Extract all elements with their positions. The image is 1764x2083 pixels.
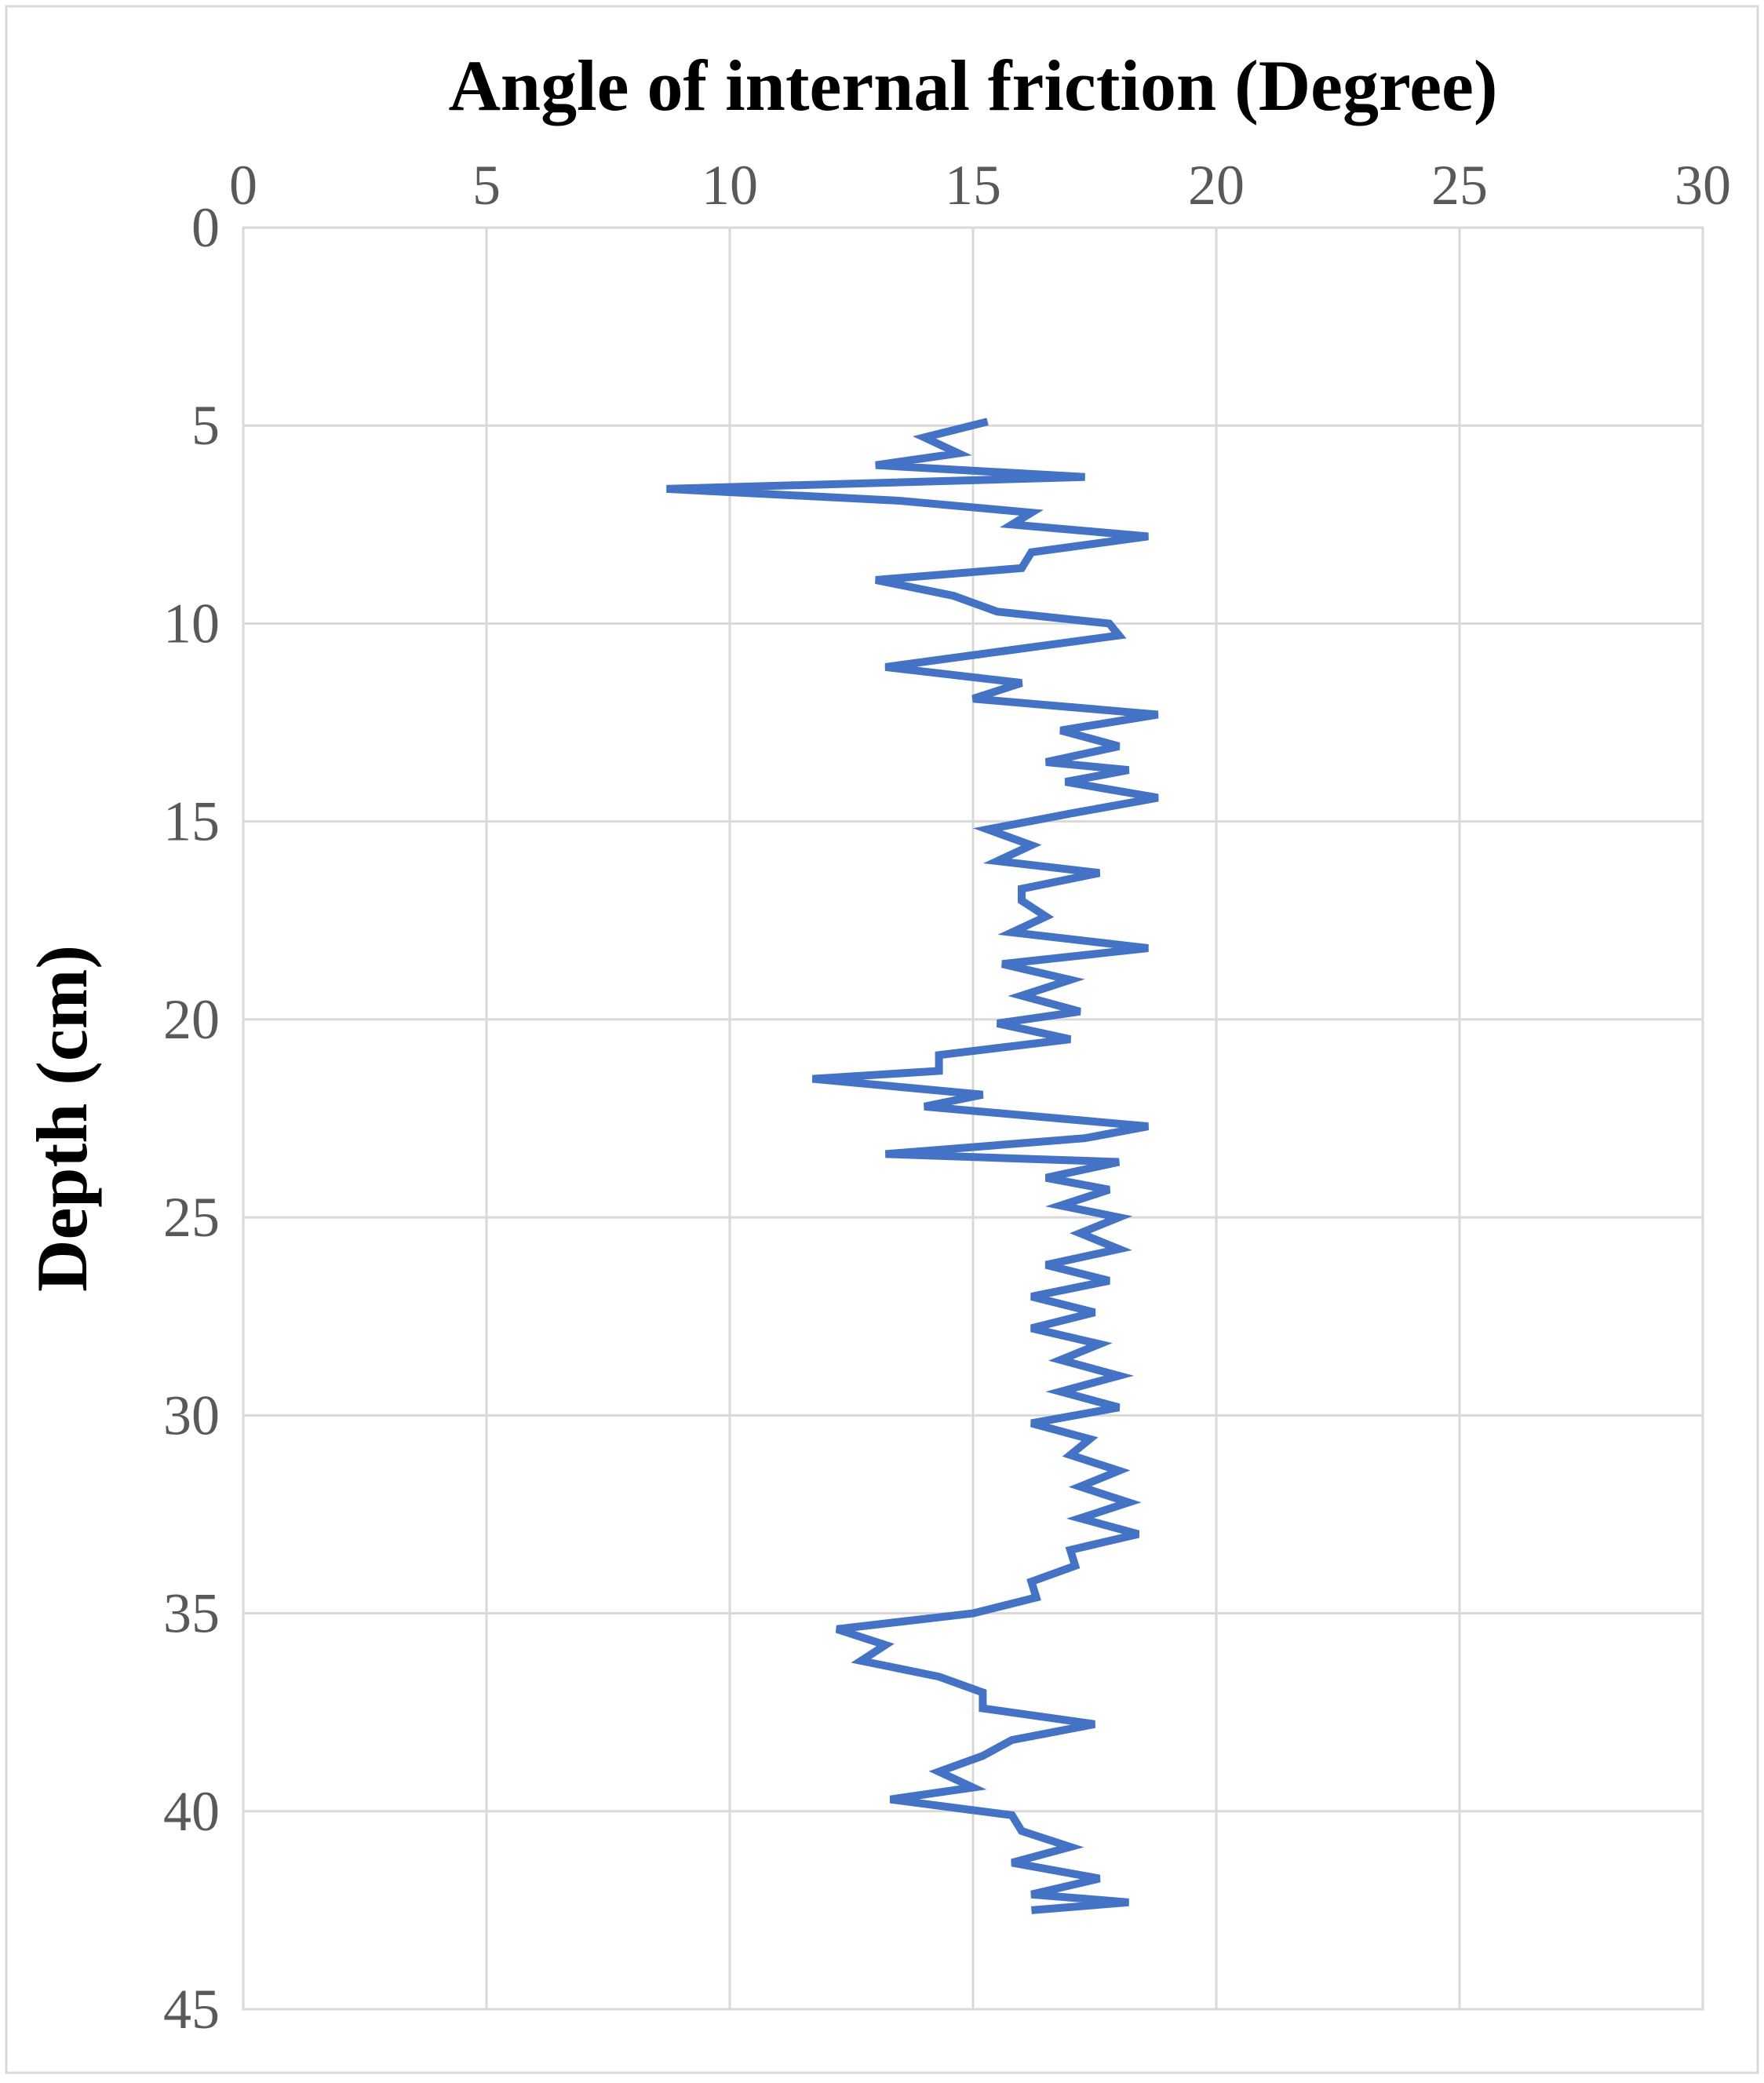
x-tick-label: 25 xyxy=(1431,154,1488,217)
y-tick-label: 15 xyxy=(163,790,220,853)
y-tick-label: 30 xyxy=(163,1384,220,1446)
x-tick-label: 10 xyxy=(702,154,758,217)
y-tick-label: 35 xyxy=(163,1582,220,1645)
y-axis-title: Depth (cm) xyxy=(22,945,102,1292)
x-tick-label: 30 xyxy=(1675,154,1731,217)
chart-container: 0 5 10 15 20 25 30 Angle of internal friction (… xyxy=(0,0,1764,2083)
y-tick-label: 45 xyxy=(163,1978,220,2041)
chart-svg: 0 5 10 15 20 25 30 Angle of internal friction (… xyxy=(0,0,1764,2079)
y-tick-label: 25 xyxy=(163,1186,220,1249)
y-tick-label: 20 xyxy=(163,988,220,1051)
x-axis-title: Angle of internal friction (Degree) xyxy=(448,46,1497,126)
x-tick-label: 0 xyxy=(229,154,257,217)
x-tick-label: 15 xyxy=(945,154,1001,217)
y-tick-label: 5 xyxy=(191,394,220,457)
y-tick-label: 10 xyxy=(163,592,220,655)
outer-border xyxy=(6,6,1758,2073)
y-tick-label: 40 xyxy=(163,1780,220,1843)
x-tick-label: 5 xyxy=(472,154,501,217)
y-tick-label: 0 xyxy=(191,196,220,259)
x-tick-label: 20 xyxy=(1188,154,1245,217)
